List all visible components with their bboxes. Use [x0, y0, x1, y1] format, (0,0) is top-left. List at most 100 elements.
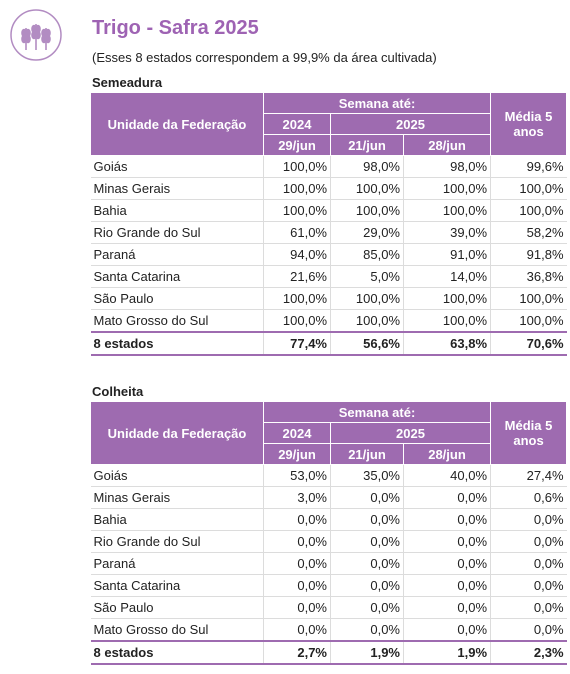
value-cell: 53,0% — [263, 464, 331, 487]
header-cell: 2025 — [329, 422, 492, 444]
value-cell: 0,0% — [403, 508, 492, 531]
total-value: 56,6% — [330, 331, 404, 356]
data-row: Goiás 100,0% 98,0% 98,0% 99,6% — [90, 155, 567, 178]
data-row: Goiás 53,0% 35,0% 40,0% 27,4% — [90, 464, 567, 487]
header-cell: 28/jun — [402, 134, 492, 156]
header-row: 2024 2025 — [91, 422, 567, 444]
state-name: Bahia — [90, 199, 264, 222]
value-cell: 100,0% — [330, 199, 404, 222]
value-cell: 0,0% — [403, 596, 492, 619]
value-cell: 40,0% — [403, 464, 492, 487]
state-name: Minas Gerais — [90, 486, 264, 509]
value-cell: 0,0% — [263, 530, 331, 553]
total-value: 63,8% — [403, 331, 492, 356]
header-cell: 2024 — [263, 113, 331, 135]
section-title: Colheita — [92, 384, 144, 399]
value-cell: 0,0% — [490, 596, 567, 619]
value-cell: 0,0% — [490, 618, 567, 642]
value-cell: 14,0% — [403, 265, 492, 288]
data-row: Minas Gerais 100,0% 100,0% 100,0% 100,0% — [90, 177, 567, 200]
value-cell: 0,0% — [330, 530, 404, 553]
data-row: Paraná 94,0% 85,0% 91,0% 91,8% — [90, 243, 567, 266]
value-cell: 39,0% — [403, 221, 492, 244]
value-cell: 5,0% — [330, 265, 404, 288]
value-cell: 0,0% — [490, 530, 567, 553]
header-row: 2024 2025 — [91, 113, 567, 135]
value-cell: 0,0% — [263, 508, 331, 531]
wheat-icon — [10, 9, 62, 61]
value-cell: 35,0% — [330, 464, 404, 487]
value-cell: 85,0% — [330, 243, 404, 266]
header-row: 29/jun 21/jun 28/jun — [91, 134, 567, 156]
value-cell: 0,0% — [263, 552, 331, 575]
value-cell: 36,8% — [490, 265, 567, 288]
value-cell: 0,0% — [403, 618, 492, 642]
header-row: Unidade da Federação Semana até: Média 5 a… — [90, 92, 568, 156]
value-cell: 100,0% — [403, 199, 492, 222]
total-value: 70,6% — [490, 331, 567, 356]
state-name: Santa Catarina — [90, 265, 264, 288]
header-cell: 2024 — [263, 422, 331, 444]
value-cell: 100,0% — [330, 287, 404, 310]
total-label: 8 estados — [90, 640, 264, 665]
value-cell: 0,0% — [330, 486, 404, 509]
state-name: Mato Grosso do Sul — [90, 618, 264, 642]
value-cell: 0,0% — [263, 574, 331, 597]
value-cell: 100,0% — [490, 199, 567, 222]
header-row: 29/jun 21/jun 28/jun — [91, 443, 567, 465]
value-cell: 0,0% — [330, 618, 404, 642]
title: Trigo - Safra 2025 — [92, 17, 259, 39]
value-cell: 0,0% — [403, 574, 492, 597]
value-cell: 3,0% — [263, 486, 331, 509]
data-row: Mato Grosso do Sul 100,0% 100,0% 100,0% 100,… — [90, 309, 567, 333]
header-cell: Semana até: — [262, 401, 492, 423]
value-cell: 100,0% — [403, 177, 492, 200]
value-cell: 98,0% — [403, 155, 492, 178]
subtitle: (Esses 8 estados correspondem a 99,9% da… — [92, 50, 437, 65]
value-cell: 29,0% — [330, 221, 404, 244]
total-row: 8 estados 77,4% 56,6% 63,8% 70,6% — [90, 331, 567, 356]
value-cell: 100,0% — [403, 309, 492, 333]
value-cell: 98,0% — [330, 155, 404, 178]
data-row: São Paulo 0,0% 0,0% 0,0% 0,0% — [90, 596, 567, 619]
section: Semeadura Unidade da Federação Semana até:… — [90, 73, 568, 356]
data-row: São Paulo 100,0% 100,0% 100,0% 100,0% — [90, 287, 567, 310]
total-value: 1,9% — [330, 640, 404, 665]
state-name: Bahia — [90, 508, 264, 531]
data-row: Minas Gerais 3,0% 0,0% 0,0% 0,6% — [90, 486, 567, 509]
data-row: Bahia 0,0% 0,0% 0,0% 0,0% — [90, 508, 567, 531]
value-cell: 0,0% — [263, 618, 331, 642]
state-name: Goiás — [90, 155, 264, 178]
value-cell: 100,0% — [490, 177, 567, 200]
value-cell: 100,0% — [330, 309, 404, 333]
table-body: Goiás 100,0% 98,0% 98,0% 99,6% Minas Gerais 10… — [90, 155, 567, 356]
header-cell: 2025 — [329, 113, 492, 135]
state-name: Paraná — [90, 552, 264, 575]
total-label: 8 estados — [90, 331, 264, 356]
total-value: 2,7% — [263, 640, 331, 665]
value-cell: 100,0% — [263, 177, 331, 200]
data-row: Santa Catarina 21,6% 5,0% 14,0% 36,8% — [90, 265, 567, 288]
value-cell: 61,0% — [263, 221, 331, 244]
value-cell: 100,0% — [490, 287, 567, 310]
state-name: Rio Grande do Sul — [90, 221, 264, 244]
table-head: Unidade da Federação Semana até: Média 5 a… — [90, 401, 568, 465]
value-cell: 100,0% — [490, 309, 567, 333]
state-name: Rio Grande do Sul — [90, 530, 264, 553]
value-cell: 0,0% — [403, 486, 492, 509]
value-cell: 100,0% — [403, 287, 492, 310]
value-cell: 58,2% — [490, 221, 567, 244]
value-cell: 99,6% — [490, 155, 567, 178]
value-cell: 0,0% — [263, 596, 331, 619]
value-cell: 0,0% — [330, 574, 404, 597]
header-cell: Unidade da Federação — [90, 92, 264, 156]
data-row: Santa Catarina 0,0% 0,0% 0,0% 0,0% — [90, 574, 567, 597]
value-cell: 94,0% — [263, 243, 331, 266]
value-cell: 100,0% — [263, 199, 331, 222]
header-row: Unidade da Federação Semana até: Média 5 a… — [90, 401, 568, 465]
state-name: Mato Grosso do Sul — [90, 309, 264, 333]
section: Colheita Unidade da Federação Semana até: M… — [90, 382, 568, 665]
value-cell: 0,0% — [330, 596, 404, 619]
value-cell: 0,0% — [403, 530, 492, 553]
